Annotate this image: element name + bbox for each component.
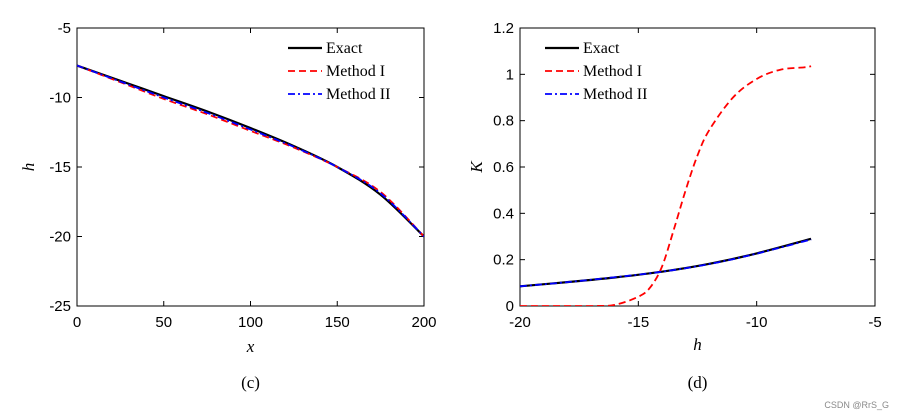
x-tick-label: -5 xyxy=(868,314,881,331)
x-tick-label: 0 xyxy=(73,314,81,331)
series-line-method-i xyxy=(520,65,812,306)
y-tick-label: -15 xyxy=(49,159,71,176)
y-tick-label: 1.2 xyxy=(493,20,514,37)
legend-label-method-i: Method I xyxy=(583,63,642,80)
x-tick-label: 50 xyxy=(155,314,172,331)
y-tick-label: -10 xyxy=(49,90,71,107)
legend-label-method-ii: Method II xyxy=(583,86,647,103)
x-tick-label: 150 xyxy=(325,314,350,331)
y-tick-label: -5 xyxy=(58,20,71,37)
x-tick-label: -15 xyxy=(627,314,649,331)
plot-frame xyxy=(519,27,876,307)
y-tick-label: 0.4 xyxy=(493,205,514,222)
legend-label-exact: Exact xyxy=(583,40,620,57)
legend-label-method-ii: Method II xyxy=(326,86,390,103)
y-tick-label: 0.6 xyxy=(493,159,514,176)
x-axis-label: x xyxy=(246,337,255,356)
panel-caption: (c) xyxy=(241,373,260,392)
series-line-method-ii xyxy=(77,64,424,238)
x-tick-label: -10 xyxy=(746,314,768,331)
chart-panel-d: -20 -15 -10 -5 0 0.2 0.4 0.6 0.8 1 1.2 h K Exact Metho… xyxy=(467,20,882,392)
series-line-exact xyxy=(520,237,812,288)
y-tick-label: 1 xyxy=(506,66,514,83)
legend-label-method-i: Method I xyxy=(326,63,385,80)
y-axis-label: K xyxy=(467,160,486,174)
watermark-text: CSDN @RrS_G xyxy=(824,400,889,410)
x-axis-label: h xyxy=(693,335,702,354)
x-tick-label: 100 xyxy=(238,314,263,331)
y-axis-label: h xyxy=(19,163,38,172)
legend-label-exact: Exact xyxy=(326,40,363,57)
y-tick-label: 0.8 xyxy=(493,113,514,130)
chart-panel-c: 0 50 100 150 200 -25 -20 -15 -10 -5 x h Exact Method … xyxy=(19,20,437,392)
y-tick-label: 0.2 xyxy=(493,252,514,269)
series-line-exact xyxy=(77,64,424,238)
panel-caption: (d) xyxy=(688,373,708,392)
y-tick-label: -20 xyxy=(49,229,71,246)
y-tick-label: -25 xyxy=(49,298,71,315)
x-tick-label: 200 xyxy=(411,314,436,331)
x-tick-label: -20 xyxy=(509,314,531,331)
series-line-method-ii xyxy=(520,238,812,288)
y-tick-label: 0 xyxy=(506,298,514,315)
